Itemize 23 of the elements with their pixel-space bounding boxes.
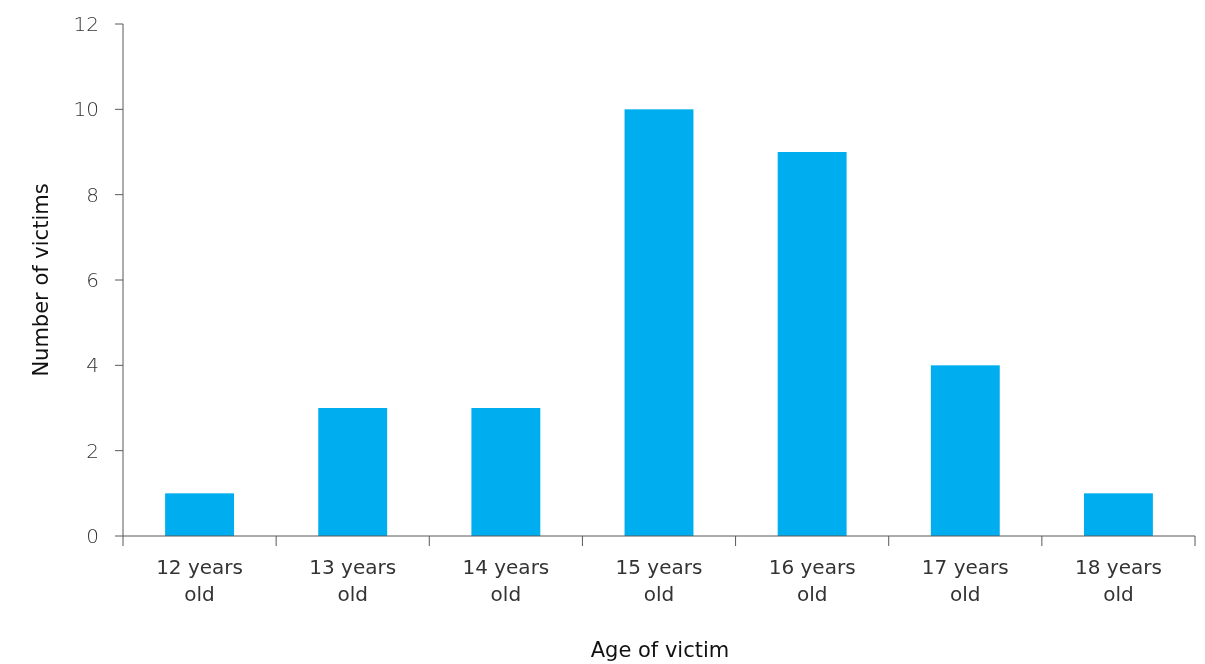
x-tick-label: 12 years old [156,555,243,606]
x-tick-label: 13 years old [309,555,397,606]
y-tick-label: 0 [86,524,99,548]
y-tick-label: 12 [73,12,99,36]
y-tick-label: 4 [86,353,99,378]
y-tick-label: 6 [86,268,99,292]
x-tick-label: 17 years old [921,555,1009,606]
x-tick-label: 15 years old [615,555,703,606]
x-tick-label: 16 years old [768,555,856,606]
bar [1083,493,1153,536]
y-tick-label: 2 [86,438,99,463]
bar [777,152,847,536]
x-axis-title: Age of victim [590,638,730,662]
x-tick-label: 14 years old [462,555,550,606]
bar [318,408,388,536]
bar [165,493,235,536]
bar [471,408,541,536]
y-tick-label: 10 [73,97,99,122]
bar [930,365,1000,536]
bar [624,109,694,536]
y-tick-label: 8 [86,182,99,207]
y-axis-title: Number of victims [29,183,53,377]
x-tick-label: 18 years old [1075,555,1162,606]
